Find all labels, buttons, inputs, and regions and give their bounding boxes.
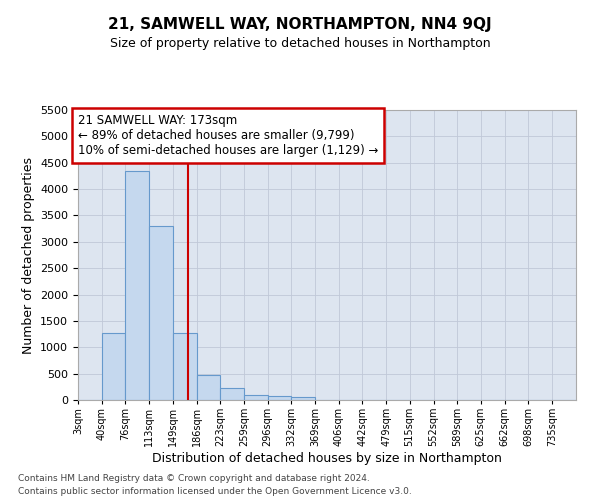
Bar: [220, 388, 244, 400]
Text: 21 SAMWELL WAY: 173sqm
← 89% of detached houses are smaller (9,799)
10% of semi-: 21 SAMWELL WAY: 173sqm ← 89% of detached…: [78, 114, 379, 158]
Text: Contains HM Land Registry data © Crown copyright and database right 2024.: Contains HM Land Registry data © Crown c…: [18, 474, 370, 483]
X-axis label: Distribution of detached houses by size in Northampton: Distribution of detached houses by size …: [152, 452, 502, 465]
Bar: [102, 332, 125, 400]
Text: Size of property relative to detached houses in Northampton: Size of property relative to detached ho…: [110, 38, 490, 51]
Bar: [244, 394, 268, 400]
Text: Contains public sector information licensed under the Open Government Licence v3: Contains public sector information licen…: [18, 487, 412, 496]
Text: 21, SAMWELL WAY, NORTHAMPTON, NN4 9QJ: 21, SAMWELL WAY, NORTHAMPTON, NN4 9QJ: [108, 18, 492, 32]
Bar: [291, 398, 315, 400]
Y-axis label: Number of detached properties: Number of detached properties: [22, 156, 35, 354]
Bar: [125, 170, 149, 400]
Bar: [268, 396, 291, 400]
Bar: [149, 226, 173, 400]
Bar: [173, 332, 197, 400]
Bar: [197, 374, 220, 400]
